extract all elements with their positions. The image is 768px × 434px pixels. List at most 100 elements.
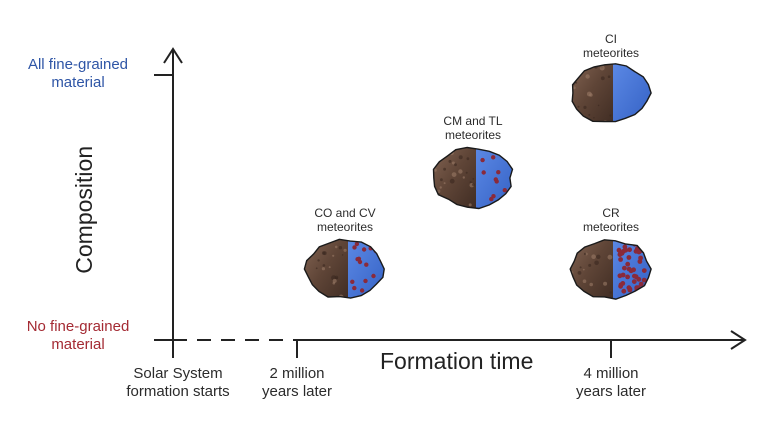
chondrule-dot bbox=[355, 257, 360, 262]
x-tick-label-4myr: 4 million years later bbox=[556, 365, 666, 401]
rock-texture bbox=[591, 254, 596, 259]
meteorite-outline bbox=[571, 63, 652, 123]
chondrule-dot bbox=[637, 259, 643, 264]
rock-texture bbox=[573, 239, 578, 242]
rock-texture bbox=[462, 176, 465, 179]
rock-texture bbox=[572, 108, 573, 112]
chondrule-dot bbox=[625, 274, 630, 280]
meteorite-label-cr: CR meteorites bbox=[556, 206, 666, 235]
chondrule-dot bbox=[641, 268, 647, 273]
x-2myr-line-1: 2 million bbox=[269, 365, 325, 382]
x-tick-label-2myr: 2 million years later bbox=[242, 365, 352, 401]
rock-texture bbox=[458, 169, 463, 174]
rock-texture bbox=[472, 183, 475, 187]
rock-texture bbox=[322, 264, 326, 267]
rock-texture bbox=[609, 291, 612, 294]
y-label-no-fine-grained: No fine-grained material bbox=[0, 318, 156, 354]
chondrule-dot bbox=[644, 241, 649, 247]
meteorite-outline bbox=[432, 146, 514, 210]
chondrule-dot bbox=[350, 279, 355, 284]
rock-texture bbox=[574, 247, 578, 251]
rock-texture bbox=[575, 81, 578, 84]
rock-texture bbox=[589, 282, 593, 287]
chondrule-dot bbox=[496, 170, 501, 175]
chondrule-dot bbox=[619, 250, 625, 256]
rock-texture bbox=[451, 161, 455, 165]
chondrule-dot bbox=[631, 267, 636, 273]
meteorite-interior bbox=[476, 147, 513, 209]
y-top-line-1: All fine-grained bbox=[27, 56, 129, 73]
ci-line-2: meteorites bbox=[582, 46, 640, 61]
chondrule-dot bbox=[627, 287, 633, 293]
meteorite-layer bbox=[303, 63, 652, 300]
cm-tl-line-1: CM and TL bbox=[443, 114, 503, 128]
rock-texture bbox=[581, 298, 584, 300]
rock-texture bbox=[572, 86, 576, 90]
rock-texture bbox=[341, 254, 344, 256]
rock-texture bbox=[443, 167, 446, 171]
chondrule-dot bbox=[625, 261, 631, 267]
rock-texture bbox=[572, 247, 574, 250]
rock-texture bbox=[334, 275, 339, 280]
chondrule-dot bbox=[354, 241, 360, 247]
rock-texture bbox=[433, 168, 437, 172]
chondrule-dot bbox=[491, 194, 496, 199]
chondrule-dot bbox=[622, 265, 627, 271]
chondrule-dot bbox=[480, 157, 485, 163]
chondrule-dot bbox=[643, 290, 649, 296]
co-cv-line-1: CO and CV bbox=[314, 206, 376, 220]
x-start-line-1: Solar System bbox=[133, 365, 223, 382]
rock-texture bbox=[307, 293, 310, 296]
y-axis-title: Composition bbox=[71, 145, 98, 274]
rock-texture bbox=[454, 205, 458, 209]
rock-texture bbox=[593, 117, 595, 119]
rock-texture bbox=[443, 200, 448, 205]
y-bottom-line-1: No fine-grained bbox=[26, 318, 130, 335]
rock-texture bbox=[583, 252, 587, 256]
rock-texture bbox=[451, 172, 457, 178]
rock-texture bbox=[599, 65, 605, 71]
ci-line-1: CI bbox=[605, 32, 617, 46]
rock-texture bbox=[449, 178, 455, 184]
x-tick-label-start: Solar System formation starts bbox=[118, 365, 238, 401]
chondrule-dot bbox=[636, 249, 642, 255]
cr-line-2: meteorites bbox=[582, 220, 640, 235]
y-axis-arrowhead bbox=[163, 47, 183, 64]
rock-texture bbox=[588, 263, 592, 267]
rock-texture bbox=[443, 182, 446, 185]
chondrule-dot bbox=[643, 245, 649, 251]
rock-texture bbox=[454, 163, 457, 167]
chondrule-dot bbox=[638, 281, 644, 287]
chondrule-dot bbox=[352, 245, 357, 250]
rock-texture bbox=[307, 296, 311, 299]
x-start-line-2: formation starts bbox=[126, 383, 230, 400]
chondrule-dot bbox=[364, 262, 369, 267]
chondrule-dot bbox=[481, 170, 486, 175]
rock-texture bbox=[580, 118, 585, 122]
x-4myr-line-2: years later bbox=[575, 383, 647, 400]
rock-texture bbox=[586, 91, 592, 97]
x-axis-title: Formation time bbox=[380, 348, 534, 374]
y-top-line-2: material bbox=[51, 74, 105, 91]
meteorite-interior bbox=[348, 239, 385, 299]
chondrule-dot bbox=[618, 257, 623, 262]
rock-texture bbox=[321, 267, 325, 271]
chondrule-dot bbox=[618, 282, 624, 288]
chondrule-dot bbox=[639, 289, 645, 295]
rock-texture bbox=[472, 178, 475, 180]
chondrule-dot bbox=[636, 276, 642, 282]
meteorite-label-co-cv: CO and CV meteorites bbox=[290, 206, 400, 235]
rock-texture bbox=[578, 294, 582, 298]
rock-texture bbox=[343, 248, 347, 252]
rock-texture bbox=[582, 279, 587, 284]
rock-texture bbox=[440, 178, 443, 182]
cm-tl-line-2: meteorites bbox=[444, 128, 502, 143]
rock-texture bbox=[577, 271, 582, 275]
rock-texture bbox=[594, 260, 599, 266]
chondrule-dot bbox=[502, 188, 507, 193]
rock-texture bbox=[579, 266, 582, 269]
meteorite-outline bbox=[303, 238, 385, 299]
rock-texture bbox=[468, 203, 472, 207]
chondrule-dot bbox=[371, 273, 376, 279]
